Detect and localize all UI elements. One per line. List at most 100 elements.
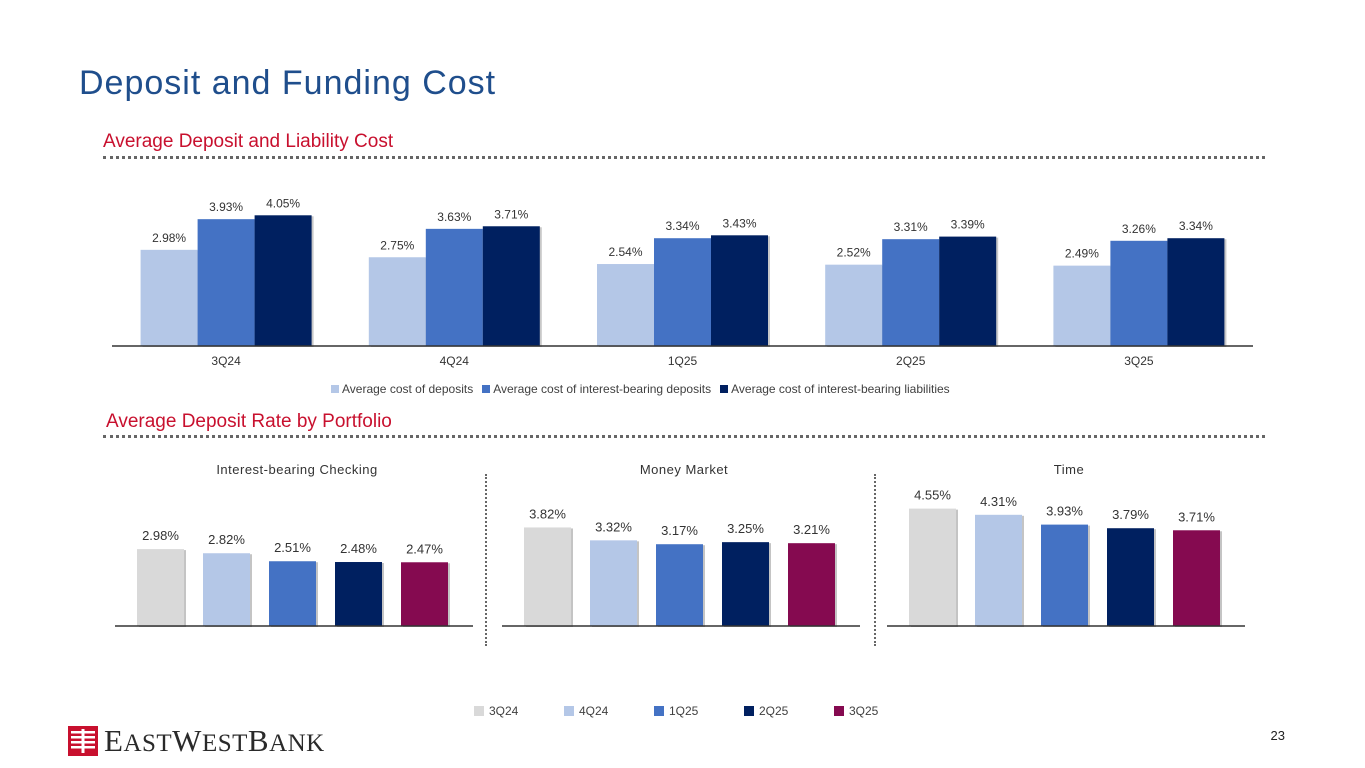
legend-label: Average cost of interest-bearing liabili… [731,382,950,396]
bar [909,508,956,626]
bar [656,544,703,626]
bar [197,219,255,346]
data-label: 3.21% [793,522,830,537]
page-number: 23 [1270,728,1285,743]
legend-swatch [482,385,491,393]
legend-label: 4Q24 [579,704,609,718]
section-divider [103,156,1265,159]
legend-item: Average cost of interest-bearing deposit… [482,382,711,396]
legend-swatch [720,385,729,393]
bar [788,543,835,626]
legend-swatch [474,706,484,716]
bar [975,514,1022,626]
legend-item: 1Q25 [654,704,744,718]
legend-item: 4Q24 [564,704,654,718]
bar [597,264,654,346]
bar [425,228,483,346]
legend-swatch [331,385,339,393]
section-title-deposit-cost: Average Deposit and Liability Cost [103,131,394,152]
legend-item: Average cost of deposits [331,382,473,396]
data-label: 3.17% [661,523,698,538]
legend-swatch [834,706,844,716]
legend-item: 3Q24 [474,704,564,718]
bar [1173,530,1220,626]
deposit-cost-chart: 2.98% 2.75% 2.54% 2.52% 2.49% 3.93% 3.63% 3.34%… [112,196,1253,368]
bar [654,238,711,346]
data-label: 3.39% [951,218,985,232]
portfolio-legend: 3Q24 4Q24 1Q25 2Q25 3Q25 [474,704,924,718]
legend-label: 3Q24 [489,704,519,718]
bar [1167,238,1225,346]
section-divider [103,435,1265,438]
chart-title: Interest-bearing Checking [216,462,377,477]
bar [140,249,198,346]
data-label: 3.71% [494,207,528,221]
data-label: 3.63% [437,210,471,224]
chart-title: Money Market [640,462,728,477]
tick-label: 2Q25 [896,354,926,368]
bar [203,553,250,626]
bar [335,562,382,626]
tick-label: 3Q25 [1124,354,1154,368]
data-label: 3.71% [1178,509,1215,524]
legend-label: Average cost of interest-bearing deposit… [493,382,712,396]
east-west-bank-logo-icon [68,726,98,756]
bar [401,562,448,626]
bar [882,239,940,346]
legend-swatch [744,706,754,716]
bar [1053,265,1111,346]
bar [1107,528,1154,626]
bar [269,561,316,626]
data-label: 2.82% [208,532,245,547]
legend-label: Average cost of deposits [342,382,474,396]
data-label: 3.93% [1046,504,1083,519]
logo-text: EASTWESTBANK [104,723,325,758]
tick-label: 3Q24 [211,354,241,368]
data-label: 3.43% [722,216,756,230]
data-label: 2.51% [274,540,311,555]
tick-label: 4Q24 [440,354,470,368]
data-label: 4.55% [914,488,951,503]
data-label: 2.98% [142,528,179,543]
legend-swatch [564,706,574,716]
legend-label: 1Q25 [669,704,699,718]
data-label: 2.52% [837,246,871,260]
data-label: 3.31% [894,220,928,234]
data-label: 3.34% [665,219,699,233]
legend-item: Average cost of interest-bearing liabili… [720,382,950,396]
legend-label: 2Q25 [759,704,789,718]
bar [939,236,997,346]
data-label: 3.34% [1179,219,1213,233]
data-label: 3.32% [595,519,632,534]
tick-label: 1Q25 [668,354,698,368]
data-label: 4.05% [266,196,300,210]
bar [722,542,769,626]
bar [254,215,312,346]
data-label: 3.25% [727,521,764,536]
data-label: 2.48% [340,541,377,556]
page-title: Deposit and Funding Cost [79,64,497,102]
east-west-bank-logo: EASTWESTBANK [68,723,325,759]
legend-label: 3Q25 [849,704,879,718]
bar [137,549,184,626]
data-label: 3.79% [1112,507,1149,522]
data-label: 2.54% [608,245,642,259]
bar [524,527,571,626]
legend-item: 2Q25 [744,704,834,718]
section-title-deposit-rate: Average Deposit Rate by Portfolio [106,411,392,432]
chart-divider [874,474,876,646]
deposit-cost-legend: Average cost of deposits Average cost of … [331,382,950,396]
time-deposit-chart: Time 4.55% 4.31% 3.93% 3.79% 3.71% [887,462,1245,627]
legend-item: 3Q25 [834,704,924,718]
bar [1110,240,1168,346]
bar [368,257,426,346]
data-label: 4.31% [980,494,1017,509]
bar [590,540,637,626]
bar [711,235,768,346]
legend-swatch [654,706,664,716]
data-label: 3.26% [1122,222,1156,236]
interest-bearing-checking-chart: Interest-bearing Checking 2.98% 2.82% 2.51%… [115,462,473,627]
chart-divider [485,474,487,646]
data-label: 3.93% [209,200,243,214]
chart-title: Time [1054,462,1084,477]
